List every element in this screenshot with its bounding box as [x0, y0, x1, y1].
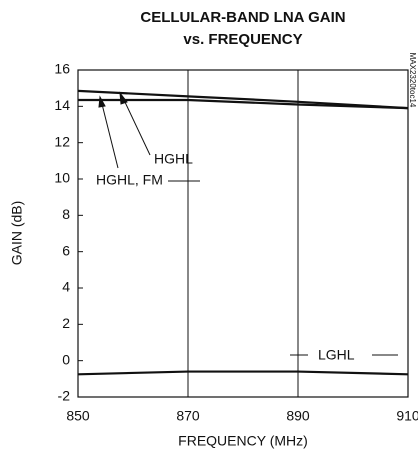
y-tick-label: 0	[62, 351, 70, 367]
series-label: HGHL	[154, 151, 193, 167]
x-tick-label: 890	[286, 408, 310, 424]
annotation: MAX2320toc14	[408, 53, 417, 108]
x-tick-label: 850	[66, 408, 90, 424]
series-line	[78, 98, 409, 110]
chart-title: vs. FREQUENCY	[183, 31, 302, 48]
series-label: LGHL	[318, 347, 355, 363]
y-tick-label: 16	[54, 61, 70, 77]
series-label: HGHL, FM	[96, 172, 163, 188]
plot-frame	[77, 69, 409, 398]
y-tick-label: 12	[54, 133, 70, 149]
y-tick-label: 8	[62, 206, 70, 222]
x-tick-label: 910	[396, 408, 418, 424]
y-tick-label: 2	[62, 315, 70, 331]
y-tick-label: 4	[62, 279, 70, 295]
y-tick-label: 10	[54, 170, 70, 186]
callouts	[98, 91, 398, 356]
series-line	[77, 370, 409, 376]
y-tick-label: -2	[58, 388, 71, 404]
y-axis-label: GAIN (dB)	[9, 201, 25, 266]
series-line	[77, 89, 409, 110]
y-tick-label: 14	[54, 97, 70, 113]
chart-title: CELLULAR-BAND LNA GAIN	[140, 9, 345, 26]
y-tick-label: 6	[62, 242, 70, 258]
x-tick-label: 870	[176, 408, 200, 424]
x-axis-label: FREQUENCY (MHz)	[178, 433, 308, 449]
